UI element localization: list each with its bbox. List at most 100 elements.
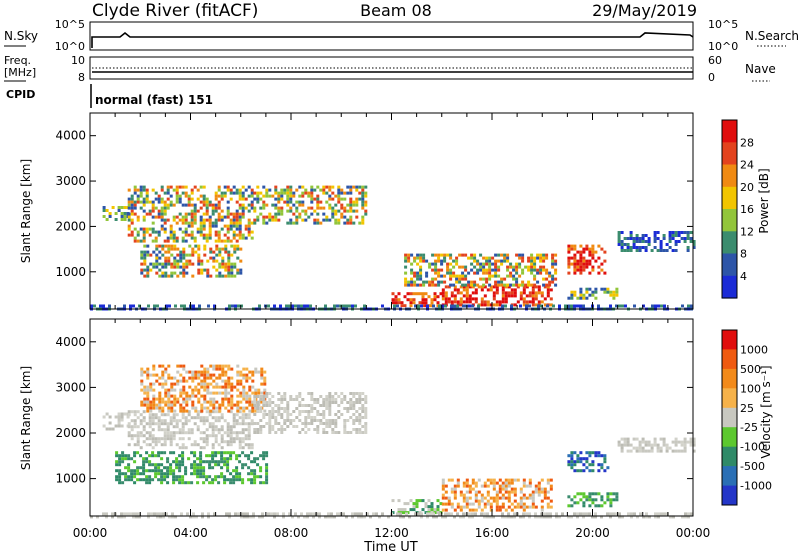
power-cell <box>444 304 447 308</box>
velocity-cell <box>325 431 329 434</box>
velocity-cell <box>145 478 149 482</box>
power-cell <box>190 191 194 195</box>
power-cell <box>233 274 237 278</box>
power-cell <box>142 239 146 243</box>
velocity-cell <box>621 515 624 519</box>
velocity-cell <box>169 472 173 476</box>
velocity-cell <box>130 410 134 414</box>
power-cell <box>629 237 633 240</box>
power-cell <box>194 250 198 254</box>
velocity-cell <box>327 515 330 519</box>
velocity-cell <box>433 508 437 512</box>
velocity-cell <box>501 515 504 519</box>
power-cell <box>626 237 630 240</box>
power-cell <box>635 240 639 243</box>
power-cell <box>199 230 203 234</box>
velocity-cell <box>143 385 147 389</box>
power-cell <box>340 188 344 192</box>
velocity-cell <box>139 419 143 423</box>
velocity-cell <box>579 498 583 502</box>
power-cell <box>573 244 577 248</box>
velocity-cell <box>130 472 134 476</box>
power-cell <box>230 244 234 248</box>
velocity-cell <box>507 490 511 494</box>
velocity-cell <box>647 440 651 444</box>
velocity-cell <box>188 394 192 398</box>
velocity-cell <box>543 512 546 516</box>
power-cell <box>127 200 131 204</box>
power-cell <box>352 221 356 225</box>
velocity-cell <box>295 425 299 428</box>
velocity-cell <box>227 385 231 389</box>
velocity-cell <box>245 394 249 398</box>
power-cell <box>504 297 508 301</box>
velocity-cell <box>579 457 583 461</box>
velocity-cell <box>160 419 164 423</box>
velocity-cell <box>262 395 266 398</box>
power-cell <box>209 274 213 278</box>
velocity-cell <box>280 425 284 428</box>
velocity-cell <box>495 499 499 503</box>
velocity-cell <box>435 515 438 519</box>
velocity-cell <box>659 446 663 450</box>
power-cell <box>227 268 231 272</box>
velocity-cell <box>118 463 122 467</box>
velocity-cell <box>197 373 201 377</box>
power-cell <box>172 203 176 207</box>
power-cell <box>413 274 417 278</box>
velocity-cell <box>229 425 233 429</box>
velocity-cell <box>244 413 248 417</box>
power-cell <box>217 236 221 240</box>
power-cell <box>157 194 161 198</box>
velocity-cell <box>692 437 696 441</box>
power-cell <box>554 271 558 275</box>
power-cell <box>250 236 254 240</box>
power-colorbar-segment <box>722 186 737 210</box>
power-cell <box>193 212 197 216</box>
velocity-cell <box>169 419 173 423</box>
velocity-cell <box>304 416 308 419</box>
velocity-cell <box>117 418 121 422</box>
velocity-cell <box>121 460 125 464</box>
velocity-cell <box>224 373 228 377</box>
velocity-cell <box>206 400 210 404</box>
velocity-cell <box>115 475 119 479</box>
power-cell <box>172 239 176 243</box>
velocity-cell <box>169 451 173 455</box>
power-cell <box>300 304 303 308</box>
power-cell <box>609 304 612 308</box>
velocity-cell <box>331 431 335 434</box>
power-cell <box>530 271 534 275</box>
velocity-cell <box>352 413 356 416</box>
velocity-cell <box>224 379 228 383</box>
velocity-cell <box>151 434 155 438</box>
velocity-cell <box>163 466 167 470</box>
velocity-cell <box>214 463 218 467</box>
power-cell <box>151 206 155 210</box>
velocity-cell <box>364 422 368 425</box>
velocity-cell <box>242 391 246 395</box>
power-cell <box>620 231 624 234</box>
power-cell <box>181 221 185 225</box>
power-cell <box>467 271 471 275</box>
velocity-cell <box>157 416 161 420</box>
velocity-cell <box>221 397 225 401</box>
power-cell <box>250 221 254 225</box>
power-cell <box>337 221 341 225</box>
power-cell <box>145 227 149 231</box>
velocity-cell <box>555 512 558 516</box>
velocity-cell <box>226 422 230 426</box>
power-cell <box>235 209 239 213</box>
power-cell <box>364 203 368 207</box>
velocity-cell <box>161 409 165 413</box>
velocity-cell <box>193 472 197 476</box>
power-cell <box>232 212 236 216</box>
power-cell <box>352 209 356 213</box>
power-cell <box>166 218 170 222</box>
power-cell <box>152 265 156 269</box>
power-cell <box>187 212 191 216</box>
power-cell <box>512 268 516 272</box>
velocity-cell <box>132 512 135 516</box>
power-cell <box>215 268 219 272</box>
power-cell <box>292 221 296 225</box>
